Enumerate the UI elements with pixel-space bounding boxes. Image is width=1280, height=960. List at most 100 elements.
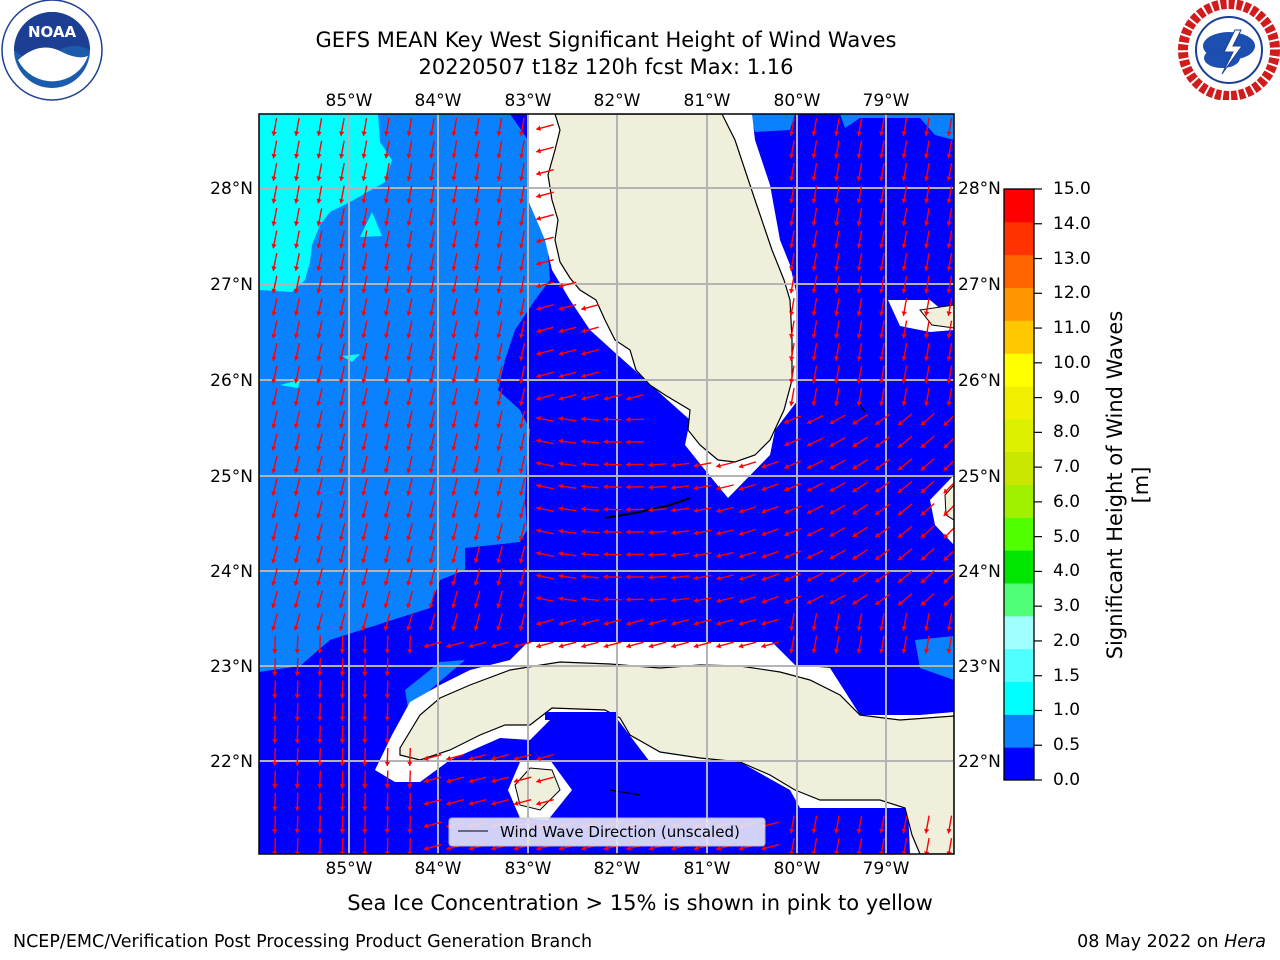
wave-direction-arrow — [272, 792, 278, 812]
wave-direction-arrow — [558, 461, 577, 467]
wave-direction-arrow — [738, 573, 757, 581]
lon-label-top: 83°W — [505, 91, 552, 111]
wave-direction-arrow — [496, 523, 503, 541]
lon-label-top: 80°W — [774, 91, 821, 111]
wave-direction-arrow — [901, 185, 908, 204]
wave-direction-arrow — [446, 753, 464, 761]
wave-direction-arrow — [473, 433, 481, 451]
wave-direction-arrow — [428, 388, 436, 406]
lon-label-top: 85°W — [326, 91, 373, 111]
wave-direction-arrow — [924, 320, 930, 339]
wave-direction-arrow — [856, 140, 863, 159]
wave-direction-arrow — [473, 298, 481, 316]
wave-direction-arrow — [693, 574, 712, 581]
wave-direction-arrow — [874, 526, 891, 538]
wave-direction-arrow — [339, 657, 346, 677]
colorbar-tick-label: 7.0 — [1053, 457, 1081, 478]
wave-direction-arrow — [316, 163, 323, 181]
wave-direction-arrow — [383, 185, 390, 204]
wave-direction-arrow — [626, 393, 644, 401]
wave-direction-arrow — [670, 484, 690, 491]
wave-direction-arrow — [451, 545, 458, 564]
wave-direction-arrow — [513, 776, 532, 784]
wave-direction-arrow — [362, 680, 368, 699]
wave-direction-arrow — [856, 118, 863, 136]
wave-direction-arrow — [496, 545, 503, 564]
wave-direction-arrow — [423, 641, 442, 649]
footer-host: Hera — [1224, 932, 1266, 952]
wave-direction-arrow — [536, 168, 554, 176]
wave-direction-arrow — [473, 208, 480, 226]
wave-direction-arrow — [738, 551, 757, 559]
colorbar-tick-label: 13.0 — [1053, 248, 1091, 269]
wave-direction-arrow — [473, 545, 481, 564]
wave-direction-arrow — [473, 500, 481, 519]
colorbar-tick-label: 1.5 — [1053, 665, 1081, 686]
wave-direction-arrow — [407, 792, 413, 812]
wave-direction-arrow — [874, 593, 891, 606]
wave-direction-arrow — [783, 437, 802, 447]
wave-direction-arrow — [316, 568, 323, 586]
noaa-logo: NOAA — [1, 0, 103, 101]
wave-direction-arrow — [293, 163, 300, 181]
colorbar-tick-label: 4.0 — [1053, 561, 1081, 582]
wave-direction-arrow — [856, 298, 863, 316]
wave-direction-arrow — [423, 798, 442, 806]
wave-direction-arrow — [293, 253, 300, 271]
wave-direction-arrow — [536, 483, 554, 490]
colorbar-bin — [1004, 254, 1034, 288]
lon-label-bottom: 83°W — [505, 859, 552, 879]
wave-direction-arrow — [943, 504, 954, 517]
wave-direction-arrow — [294, 118, 300, 136]
wave-direction-arrow — [761, 573, 779, 582]
wave-direction-arrow — [383, 163, 390, 181]
wave-direction-arrow — [496, 568, 503, 586]
wave-direction-arrow — [338, 343, 346, 361]
wave-direction-arrow — [294, 702, 301, 722]
wave-direction-arrow — [874, 481, 891, 493]
wave-direction-arrow — [789, 343, 795, 361]
wave-direction-arrow — [384, 770, 391, 789]
lon-label-bottom: 79°W — [863, 859, 910, 879]
wave-direction-arrow — [383, 253, 390, 271]
chart-subtitle: 20220507 t18z 120h fcst Max: 1.16 — [418, 55, 794, 79]
colorbar-tick-label: 0.5 — [1053, 735, 1081, 756]
wave-direction-arrow — [519, 140, 525, 159]
wave-direction-arrow — [648, 574, 667, 581]
colorbar-bin — [1004, 714, 1034, 748]
wave-direction-arrow — [558, 596, 577, 602]
colorbar-bin — [1004, 583, 1034, 617]
wave-direction-arrow — [518, 230, 525, 249]
wave-direction-arrow — [338, 500, 346, 519]
wave-direction-arrow — [834, 163, 840, 181]
wave-direction-arrow — [946, 388, 953, 406]
colorbar-tick-label: 11.0 — [1053, 318, 1091, 339]
wave-direction-arrow — [518, 365, 526, 384]
wave-direction-arrow — [406, 613, 414, 631]
wave-direction-arrow — [473, 365, 481, 384]
wave-direction-arrow — [383, 365, 391, 384]
wave-direction-arrow — [428, 230, 435, 249]
wave-direction-arrow — [338, 433, 346, 451]
wave-direction-arrow — [451, 163, 458, 181]
wave-direction-arrow — [829, 526, 846, 538]
wave-direction-arrow — [468, 776, 487, 784]
wave-direction-arrow — [536, 326, 554, 334]
wave-direction-arrow — [901, 230, 908, 249]
wave-direction-arrow — [361, 118, 368, 136]
wave-direction-arrow — [789, 185, 795, 204]
wave-direction-arrow — [829, 594, 846, 605]
wave-direction-arrow — [879, 140, 885, 159]
wave-direction-arrow — [943, 436, 954, 449]
wave-direction-arrow — [519, 118, 525, 136]
wave-direction-arrow — [901, 140, 908, 159]
footer-date: 08 May 2022 on Hera — [1077, 932, 1266, 952]
wave-direction-arrow — [518, 343, 526, 361]
wave-direction-arrow — [383, 388, 391, 406]
wave-direction-arrow — [536, 236, 554, 244]
wave-direction-arrow — [783, 550, 802, 559]
wave-direction-arrow — [473, 185, 480, 204]
wave-direction-arrow — [406, 590, 413, 609]
wave-direction-arrow — [852, 504, 868, 515]
wave-direction-arrow — [761, 641, 779, 649]
